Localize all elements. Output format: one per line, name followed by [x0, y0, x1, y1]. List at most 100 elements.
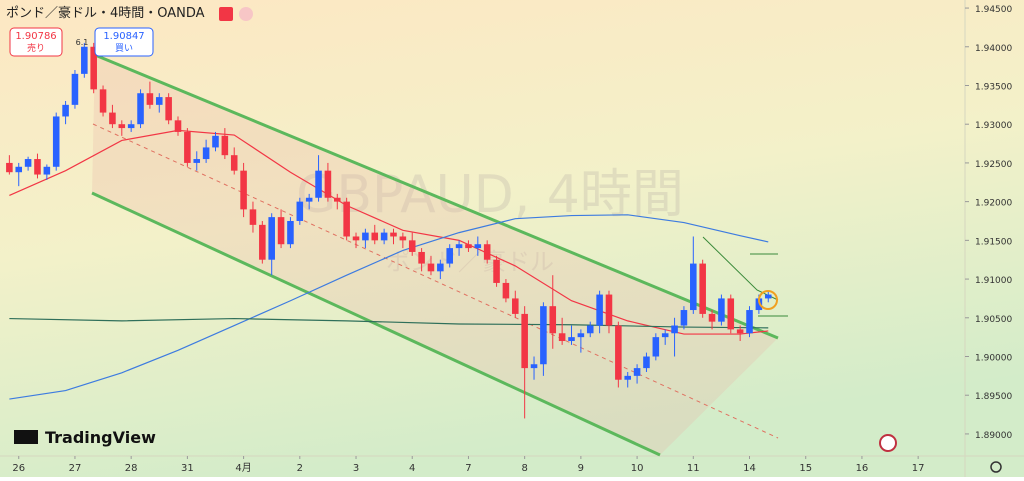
logo-icon — [14, 430, 38, 444]
candle-body — [652, 337, 660, 357]
candle-body — [727, 298, 735, 330]
x-tick-label: 3 — [353, 463, 359, 474]
candle-body — [174, 120, 182, 132]
x-tick-label: 14 — [743, 463, 756, 474]
candle-body — [690, 263, 697, 311]
x-tick-label: 10 — [631, 463, 644, 474]
candle-body — [118, 124, 126, 129]
candle-body — [427, 263, 435, 272]
x-tick-label: 16 — [856, 463, 869, 474]
candle-body — [746, 310, 753, 334]
channel-line — [91, 191, 661, 457]
candle-body — [221, 135, 229, 156]
candle-body — [380, 232, 388, 241]
candle-body — [615, 325, 622, 380]
candle-body — [483, 244, 491, 260]
buy-button[interactable] — [94, 27, 154, 57]
x-tick-label: 27 — [69, 463, 82, 474]
candle-body — [755, 298, 763, 311]
candle-body — [165, 97, 172, 121]
flag-icon[interactable] — [879, 434, 897, 452]
candle-body — [736, 329, 744, 334]
y-tick-label: 1.91000 — [975, 276, 1012, 286]
candle-body — [230, 155, 238, 171]
x-tick-label: 11 — [687, 463, 700, 474]
candle-body — [81, 46, 88, 74]
status-icon[interactable] — [239, 7, 253, 21]
x-tick-label: 4 — [409, 463, 415, 474]
candle-body — [671, 325, 678, 334]
x-tick-label: 31 — [181, 463, 194, 474]
candle-body — [521, 313, 528, 369]
highlight — [758, 290, 778, 310]
candle-body — [418, 251, 425, 264]
candle-body — [512, 298, 519, 314]
y-tick-label: 1.93000 — [975, 121, 1012, 131]
moving-average — [9, 214, 769, 400]
brand: TradingView — [45, 428, 156, 447]
candle-body — [764, 294, 772, 299]
y-tick-label: 1.93500 — [975, 82, 1012, 92]
candle-body — [52, 116, 60, 167]
candle-body — [493, 259, 500, 283]
candle-body — [193, 159, 201, 163]
candle-body — [530, 364, 538, 369]
y-tick-label: 1.92500 — [975, 160, 1012, 170]
x-tick-label: 8 — [521, 463, 527, 474]
buy-label: 買い — [115, 43, 133, 54]
candle-body — [99, 89, 107, 113]
candle-body — [624, 375, 631, 380]
candle-body — [465, 244, 472, 249]
x-tick-label: 17 — [912, 463, 925, 474]
candle-body — [437, 263, 444, 272]
plot — [6, 42, 772, 419]
candle-body — [15, 166, 23, 173]
candle-body — [90, 46, 97, 90]
candle-body — [71, 73, 79, 105]
annotation: 6.1 — [76, 38, 89, 47]
settings-icon[interactable] — [990, 461, 1002, 473]
candle-body — [390, 232, 397, 237]
candle-body — [240, 170, 247, 210]
buy-price: 1.90847 — [103, 31, 144, 42]
y-tick-label: 1.94500 — [975, 5, 1012, 15]
y-tick-label: 1.90500 — [975, 315, 1012, 325]
sell-label: 売り — [27, 42, 45, 54]
candle-body — [568, 337, 575, 342]
candle-body — [699, 263, 706, 314]
candle-body — [343, 201, 350, 237]
channel-mid — [92, 123, 779, 439]
candle-body — [305, 197, 313, 202]
candle-body — [577, 333, 585, 338]
sell-button[interactable] — [9, 27, 63, 57]
candle-body — [661, 333, 669, 338]
y-tick-label: 1.94000 — [975, 44, 1012, 54]
candle-body — [362, 232, 369, 241]
candle-body — [277, 217, 285, 245]
candle-body — [643, 356, 650, 369]
candle-body — [34, 159, 41, 175]
channel-line — [94, 53, 779, 340]
candle-body — [334, 197, 341, 202]
candle-body — [455, 244, 463, 249]
candle-body — [446, 248, 453, 264]
candle-body — [718, 298, 725, 322]
candle-body — [558, 333, 566, 342]
candle-body — [24, 159, 32, 167]
candle-body — [296, 201, 304, 221]
sell-price: 1.90786 — [15, 31, 56, 42]
y-tick-label: 1.91500 — [975, 237, 1012, 247]
candle-body — [259, 224, 266, 260]
candle-body — [137, 93, 144, 125]
candle-body — [352, 236, 360, 241]
candle-body — [502, 282, 510, 299]
candle-body — [212, 135, 219, 148]
candle-body — [287, 220, 294, 245]
candle-body — [6, 162, 13, 173]
candle-body — [399, 236, 407, 241]
y-tick-label: 1.92000 — [975, 199, 1012, 209]
x-tick-label: 4月 — [235, 462, 251, 474]
flag-icon[interactable] — [219, 7, 233, 21]
